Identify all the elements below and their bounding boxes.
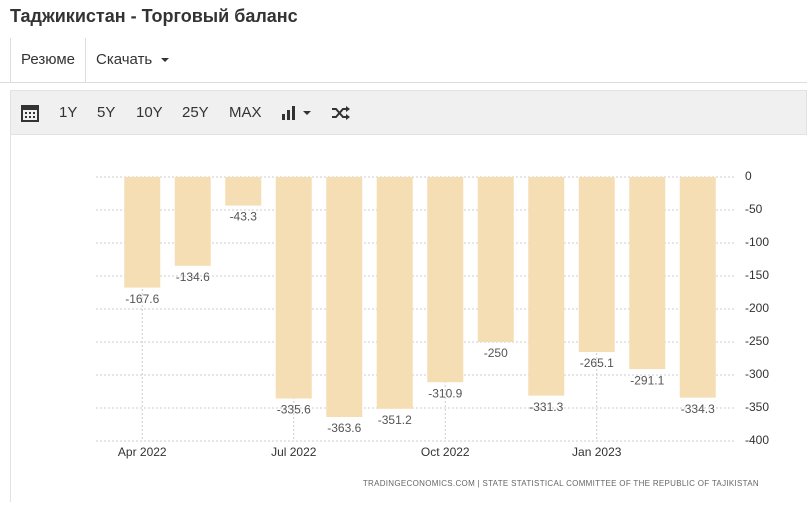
dropdown-caret <box>161 58 170 63</box>
x-tick-label: Apr 2022 <box>118 445 167 459</box>
x-tick-label: Oct 2022 <box>421 445 470 459</box>
bar <box>477 177 514 342</box>
tabs: Резюме Скачать <box>0 38 807 83</box>
range-button[interactable]: 25Y <box>182 104 209 121</box>
calendar-icon[interactable] <box>21 104 39 122</box>
shuffle-icon[interactable] <box>331 104 351 122</box>
chart-type-icon[interactable] <box>281 105 315 121</box>
x-tick-label: Jul 2022 <box>271 445 317 459</box>
x-tick-label: Jan 2023 <box>572 445 622 459</box>
bar <box>275 177 312 399</box>
tab[interactable]: Резюме <box>10 38 86 82</box>
y-tick-label: -100 <box>745 235 769 249</box>
y-tick-label: -300 <box>745 367 769 381</box>
data-label: -335.6 <box>277 403 311 417</box>
tab-label[interactable]: Скачать <box>96 51 153 68</box>
data-label: -351.2 <box>378 413 412 427</box>
bar <box>124 177 161 288</box>
range-button[interactable]: MAX <box>229 104 262 121</box>
bar <box>174 177 211 266</box>
bar <box>427 177 464 383</box>
y-tick-label: -400 <box>745 433 769 447</box>
data-label: -331.3 <box>529 400 563 414</box>
y-tick-label: 0 <box>745 169 752 183</box>
data-label: -167.6 <box>125 292 159 306</box>
chart-panel: TRADINGECONOMICS.COM | STATE STATISTICAL… <box>10 135 807 502</box>
data-label: -265.1 <box>580 356 614 370</box>
page-title: Таджикистан - Торговый баланс <box>10 6 298 26</box>
bar <box>225 177 262 206</box>
bar <box>679 177 716 398</box>
data-label: -43.3 <box>230 210 258 224</box>
tab[interactable]: Скачать <box>96 38 170 82</box>
bar <box>326 177 363 417</box>
bar <box>528 177 565 396</box>
source: TRADINGECONOMICS.COM | STATE STATISTICAL… <box>363 479 759 488</box>
data-label: -291.1 <box>630 373 664 387</box>
bar <box>629 177 666 370</box>
range-button[interactable]: 10Y <box>136 104 163 121</box>
toolbar: 1Y 5Y 10Y 25Y MAX <box>10 90 807 135</box>
bar <box>578 177 615 352</box>
range-button[interactable]: 1Y <box>59 104 78 121</box>
y-tick-label: -200 <box>745 301 769 315</box>
range-button[interactable]: 5Y <box>97 104 116 121</box>
data-label: -334.3 <box>681 402 715 416</box>
y-tick-label: -150 <box>745 268 769 282</box>
data-label: -134.6 <box>176 270 210 284</box>
data-label: -310.9 <box>428 386 462 400</box>
y-tick-label: -250 <box>745 334 769 348</box>
data-label: -363.6 <box>327 421 361 435</box>
data-label: -250 <box>484 346 508 360</box>
chart: TRADINGECONOMICS.COM | STATE STATISTICAL… <box>96 169 769 488</box>
y-tick-label: -50 <box>745 202 763 216</box>
bar <box>376 177 413 409</box>
y-tick-label: -350 <box>745 400 769 414</box>
